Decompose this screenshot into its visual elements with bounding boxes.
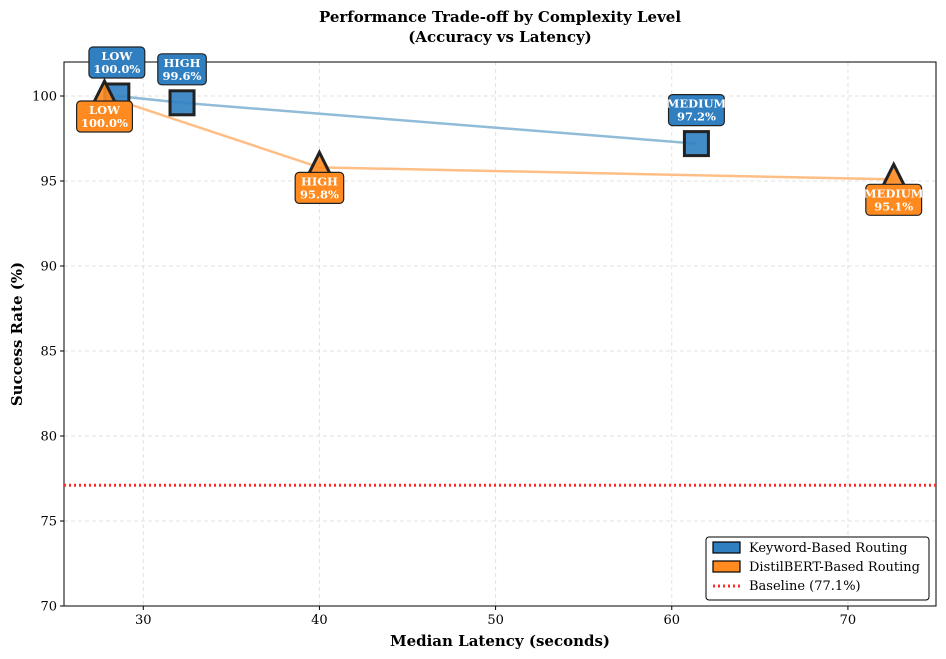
annotation-level: HIGH	[301, 174, 338, 188]
legend-label-distilbert: DistilBERT-Based Routing	[749, 560, 920, 575]
legend-label-keyword: Keyword-Based Routing	[749, 541, 907, 556]
keyword-series-line	[116, 94, 697, 145]
legend-swatch-keyword	[712, 541, 741, 554]
x-tick-label: 40	[311, 613, 328, 628]
y-tick-label: 70	[40, 600, 57, 615]
plot-frame	[63, 61, 937, 607]
annotation-box	[294, 171, 345, 204]
grid	[64, 62, 936, 607]
annotation-value: 99.6%	[163, 69, 202, 83]
annotation-level: HIGH	[164, 56, 201, 70]
keyword-point-high	[168, 89, 196, 117]
legend-swatch-distilbert	[712, 560, 741, 573]
legend: Keyword-Based Routing DistilBERT-Based R…	[705, 536, 930, 601]
x-tick-label: 60	[663, 613, 680, 628]
annotation-box	[88, 46, 146, 79]
distilbert-series-line	[104, 94, 894, 181]
x-tick-label: 50	[487, 613, 504, 628]
annotation-level: MEDIUM	[864, 186, 924, 200]
y-tick-label: 100	[32, 90, 57, 105]
x-tick-label: 70	[840, 613, 857, 628]
y-axis-ticks: 70 75 80 85 90 95 100	[32, 90, 64, 615]
keyword-point-medium	[682, 130, 710, 158]
x-axis-ticks: 30 40 50 60 70	[135, 606, 856, 628]
x-tick-label: 30	[135, 613, 152, 628]
markers-layer	[89, 77, 910, 192]
legend-box	[705, 536, 930, 601]
y-tick-label: 80	[40, 430, 57, 445]
annotation-box	[667, 93, 725, 127]
y-axis-label: Success Rate (%)	[8, 262, 26, 406]
annotation-box	[157, 53, 207, 86]
annotation-value: 100.0%	[81, 116, 128, 130]
annotation-value: 95.1%	[874, 199, 913, 213]
annotation-value: 95.8%	[300, 187, 339, 201]
annotation-value: 97.2%	[677, 110, 716, 124]
legend-label-baseline: Baseline (77.1%)	[749, 579, 861, 594]
annotation-box	[865, 183, 923, 216]
y-tick-label: 95	[40, 175, 57, 190]
y-tick-label: 85	[40, 345, 57, 360]
y-tick-label: 75	[40, 515, 57, 530]
lines-layer	[104, 94, 894, 181]
chart-title-line2: (Accuracy vs Latency)	[408, 28, 592, 46]
annotation-level: MEDIUM	[667, 97, 727, 111]
annotation-value: 100.0%	[93, 62, 140, 76]
annotation-level: LOW	[101, 49, 133, 63]
chart-title-line1: Performance Trade-off by Complexity Leve…	[319, 8, 681, 26]
x-axis-label: Median Latency (seconds)	[390, 632, 610, 650]
annotation-level: LOW	[89, 103, 121, 117]
y-tick-label: 90	[40, 260, 57, 275]
annotation-box	[76, 100, 134, 133]
